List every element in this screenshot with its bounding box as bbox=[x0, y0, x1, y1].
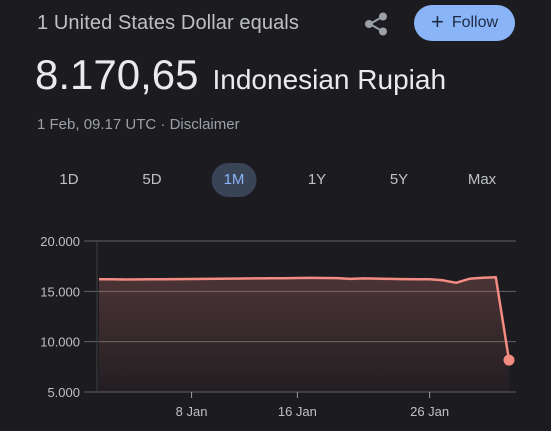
tab-5y[interactable]: 5Y bbox=[389, 171, 409, 188]
chart-series-line bbox=[99, 275, 511, 361]
chart-area-fill bbox=[99, 277, 509, 392]
tab-1y[interactable]: 1Y bbox=[307, 171, 327, 188]
x-tick-label: 8 Jan bbox=[176, 404, 208, 419]
x-tick-label: 26 Jan bbox=[410, 404, 449, 419]
y-tick-label: 10.000 bbox=[40, 335, 80, 350]
rate-meta: 1 Feb, 09.17 UTC · Disclaimer bbox=[37, 116, 240, 133]
timestamp: 1 Feb, 09.17 UTC bbox=[37, 116, 157, 133]
tab-max[interactable]: Max bbox=[467, 171, 497, 188]
chart-endpoint-marker bbox=[503, 354, 515, 366]
header-title: 1 United States Dollar equals bbox=[37, 12, 299, 34]
y-tick-label: 15.000 bbox=[40, 284, 80, 299]
rate-currency: Indonesian Rupiah bbox=[212, 64, 447, 95]
follow-label: Follow bbox=[451, 14, 499, 31]
y-tick-label: 20.000 bbox=[40, 234, 80, 249]
exchange-rate-chart[interactable]: 20.000 15.000 10.000 5.000 8 Jan 16 Jan 26 Ja… bbox=[0, 220, 551, 431]
rate-value: 8.170,65 bbox=[35, 51, 199, 98]
follow-button[interactable]: + Follow bbox=[414, 5, 515, 41]
disclaimer-link[interactable]: Disclaimer bbox=[169, 116, 240, 133]
range-tabs: 1D 5D 1M 1Y 5Y Max bbox=[0, 163, 551, 197]
plus-icon: + bbox=[430, 9, 444, 34]
exchange-rate: 8.170,65 Indonesian Rupiah bbox=[35, 51, 446, 99]
tab-1d[interactable]: 1D bbox=[59, 171, 79, 188]
share-icon bbox=[365, 12, 387, 36]
share-button[interactable] bbox=[360, 8, 392, 40]
x-tick-label: 16 Jan bbox=[278, 404, 317, 419]
tab-5d[interactable]: 5D bbox=[142, 171, 162, 188]
tab-1m[interactable]: 1M bbox=[211, 163, 257, 197]
meta-separator: · bbox=[160, 116, 166, 133]
y-tick-label: 5.000 bbox=[47, 385, 80, 400]
